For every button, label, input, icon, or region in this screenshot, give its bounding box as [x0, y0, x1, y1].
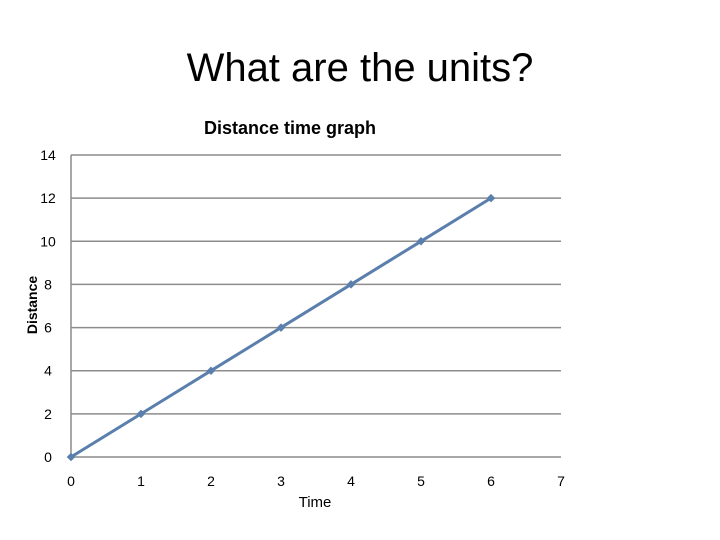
y-tick-label: 0	[44, 449, 52, 465]
x-tick-label: 3	[277, 473, 285, 489]
x-tick-label: 7	[557, 473, 565, 489]
data-point	[486, 193, 496, 203]
y-axis-label: Distance	[24, 276, 40, 335]
x-axis-label: Time	[299, 494, 332, 511]
y-tick-label: 4	[44, 363, 52, 379]
y-tick-label: 12	[40, 190, 56, 206]
data-point	[206, 366, 216, 375]
data-point	[416, 237, 426, 246]
chart-gridlines	[71, 154, 561, 415]
y-tick-label: 2	[44, 406, 52, 422]
x-tick-label: 5	[417, 473, 425, 489]
x-tick-label: 6	[487, 473, 495, 489]
y-tick-label: 10	[40, 233, 56, 249]
data-point	[136, 409, 146, 419]
x-tick-labels: 0 1 2 3 4 5 6 7	[67, 473, 565, 489]
y-tick-label: 6	[44, 320, 52, 336]
slide-title: What are the units?	[186, 46, 534, 90]
y-tick-label: 8	[44, 276, 52, 292]
x-tick-label: 1	[137, 473, 145, 489]
data-point	[66, 452, 76, 462]
x-tick-label: 0	[67, 473, 75, 489]
y-tick-label: 14	[40, 147, 56, 163]
data-point	[346, 280, 356, 289]
chart-axes	[70, 155, 561, 458]
x-tick-label: 4	[347, 473, 355, 489]
x-tick-label: 2	[207, 473, 215, 489]
series-layer	[66, 193, 496, 462]
data-point	[276, 323, 286, 332]
y-tick-labels: 0 2 4 6 8 10 12 14	[40, 147, 56, 465]
chart-title: Distance time graph	[204, 118, 376, 138]
